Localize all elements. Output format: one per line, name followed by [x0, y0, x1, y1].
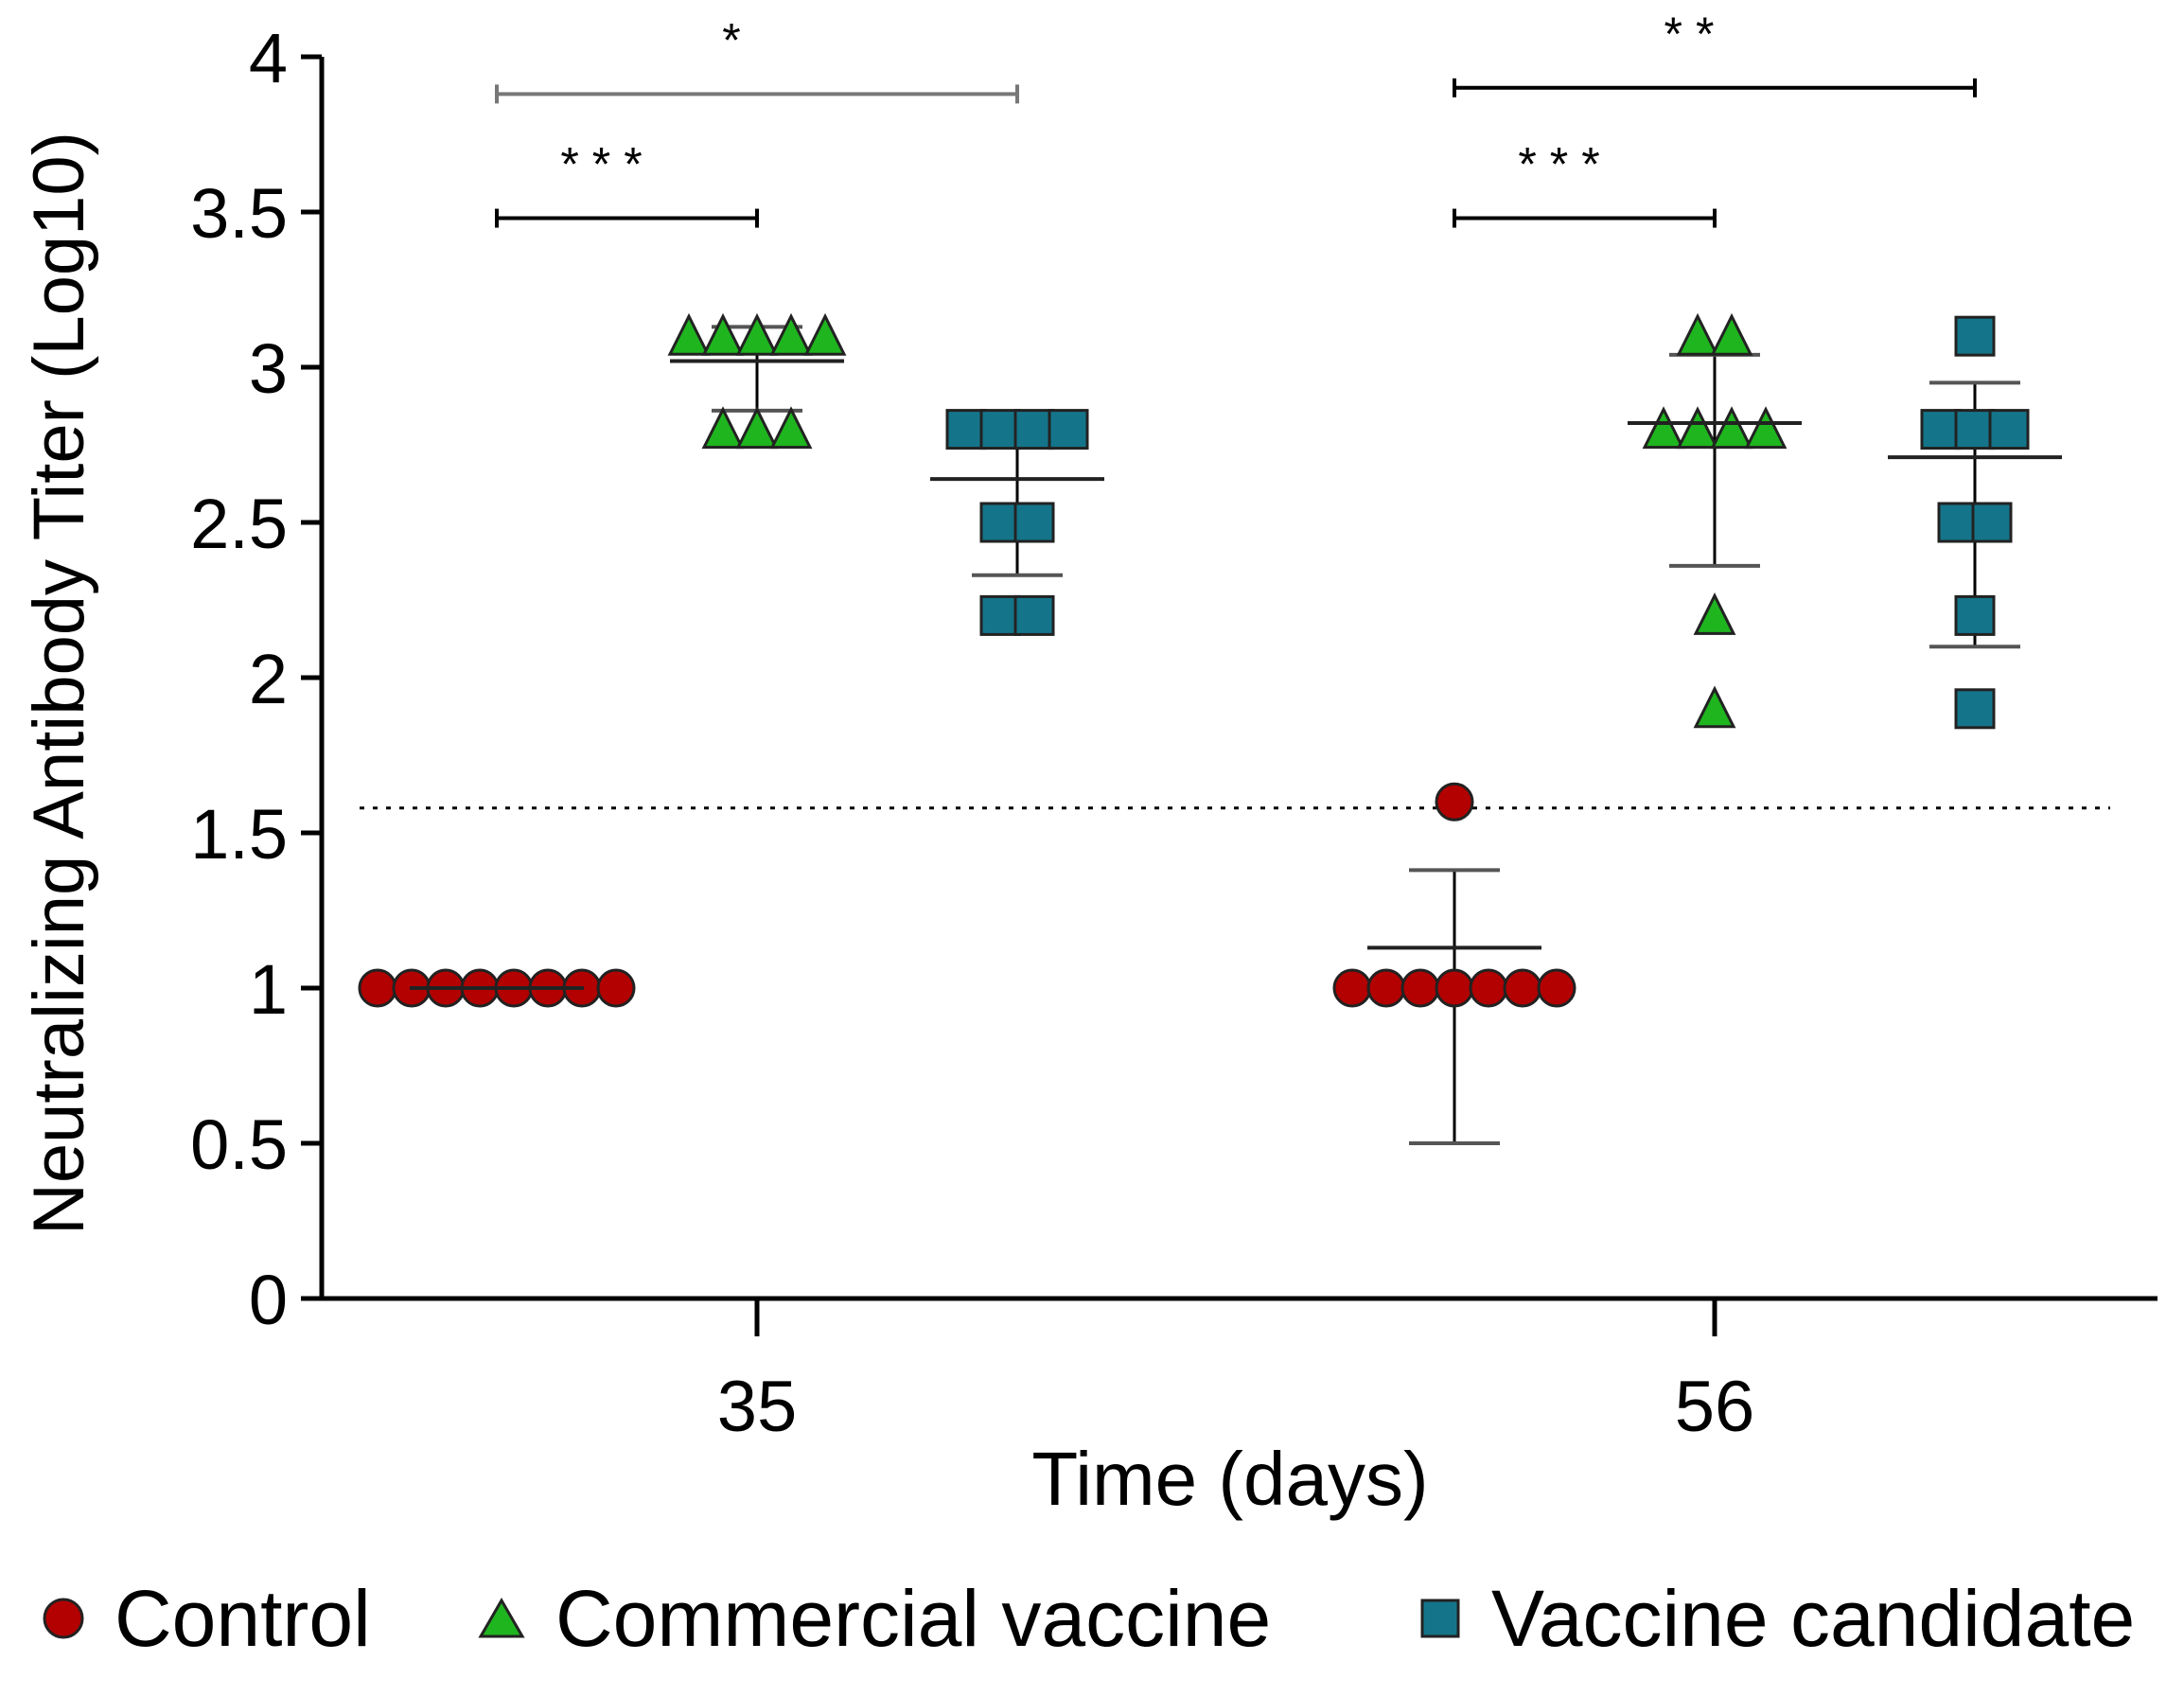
data-point-triangle	[667, 312, 711, 356]
legend-label-vaccine-candidate: Vaccine candidate	[1491, 1573, 2136, 1663]
circle-marker-icon	[43, 1598, 84, 1639]
legend-item-control: Control	[43, 1562, 371, 1675]
data-point-triangle	[1710, 406, 1753, 450]
x-tick-label: 56	[1675, 1367, 1755, 1447]
legend: Control Commercial vaccine Vaccine candi…	[0, 1562, 2184, 1675]
data-point-square	[979, 502, 1021, 543]
data-point-triangle	[701, 312, 745, 356]
legend-item-vaccine-candidate: Vaccine candidate	[1419, 1562, 2135, 1675]
data-point-square	[1013, 594, 1055, 636]
y-tick-label: 1	[249, 950, 288, 1029]
y-tick-label: 1.5	[190, 795, 288, 874]
significance-label: **	[1664, 8, 1728, 61]
marks: *********	[358, 8, 2062, 1145]
data-point-circle	[1435, 782, 1474, 822]
data-point-square	[1971, 502, 2013, 543]
data-point-square	[979, 409, 1021, 450]
data-point-square	[1954, 409, 1996, 450]
y-axis-label: Neutralizing Antibody Titer (Log10)	[19, 132, 99, 1235]
y-tick-label: 4	[249, 19, 288, 97]
data-point-triangle	[1676, 406, 1719, 450]
data-point-square	[1988, 409, 2030, 450]
data-point-circle	[596, 968, 636, 1008]
data-point-circle	[1537, 968, 1576, 1008]
square-marker-icon	[1420, 1599, 1460, 1638]
data-point-triangle	[701, 406, 745, 450]
data-point-triangle	[735, 312, 779, 356]
y-tick-label: 2	[249, 640, 288, 718]
data-point-square	[945, 409, 987, 450]
data-point-square	[1920, 409, 1962, 450]
legend-label-control: Control	[114, 1573, 371, 1663]
data-point-circle	[1435, 968, 1474, 1008]
data-point-circle	[1332, 968, 1372, 1008]
data-point-circle	[1366, 968, 1406, 1008]
data-point-triangle	[1642, 406, 1685, 450]
data-point-circle	[1469, 968, 1508, 1008]
data-point-triangle	[1693, 685, 1736, 729]
y-tick-label: 3	[249, 329, 288, 408]
y-tick-label: 2.5	[190, 485, 288, 563]
data-point-triangle	[1693, 592, 1736, 635]
data-point-triangle	[769, 406, 813, 450]
data-point-triangle	[1744, 406, 1788, 450]
y-tick-label: 3.5	[190, 174, 288, 253]
data-point-square	[1937, 502, 1979, 543]
data-point-square	[1954, 315, 1996, 357]
data-point-square	[1048, 409, 1089, 450]
x-tick-label: 35	[717, 1367, 798, 1447]
legend-item-commercial-vaccine: Commercial vaccine	[478, 1562, 1271, 1675]
data-point-square	[1954, 688, 1996, 730]
significance-label: ***	[560, 138, 655, 191]
significance-label: ***	[1518, 138, 1612, 191]
data-point-square	[1013, 502, 1055, 543]
data-point-square	[1954, 594, 1996, 636]
data-point-triangle	[1710, 312, 1753, 356]
data-point-circle	[358, 968, 397, 1008]
significance-label: *	[722, 13, 753, 66]
data-point-triangle	[735, 406, 779, 450]
triangle-marker-icon	[478, 1598, 525, 1638]
data-point-triangle	[1676, 312, 1719, 356]
y-tick-label: 0.5	[190, 1105, 288, 1184]
legend-label-commercial-vaccine: Commercial vaccine	[555, 1573, 1272, 1663]
data-point-square	[979, 594, 1021, 636]
data-point-triangle	[803, 312, 847, 356]
axes: 0 0.5 1 1.5 2 2.5 3 3.5 4 35 56	[190, 19, 2158, 1447]
data-point-circle	[1503, 968, 1542, 1008]
data-point-circle	[1400, 968, 1440, 1008]
data-point-square	[1013, 409, 1055, 450]
y-tick-label: 0	[249, 1261, 288, 1339]
x-axis-label: Time (days)	[1031, 1437, 1428, 1521]
data-point-triangle	[769, 312, 813, 356]
